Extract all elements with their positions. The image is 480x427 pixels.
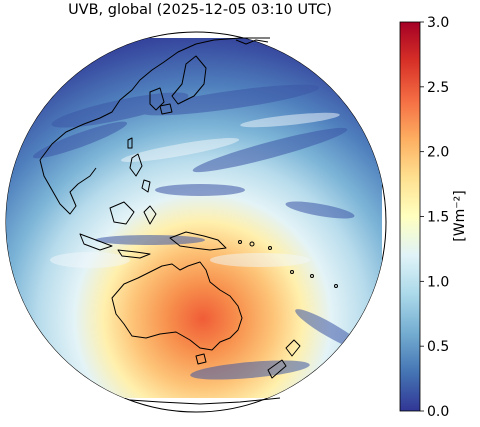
colorbar-tick-label: 2.0 bbox=[427, 145, 449, 161]
colorbar-tick-label: 2.5 bbox=[427, 80, 449, 96]
map-title: UVB, global (2025-12-05 03:10 UTC) bbox=[68, 2, 332, 18]
coastlines bbox=[39, 37, 338, 405]
colorbar-tick-label: 1.0 bbox=[427, 274, 449, 290]
colorbar-ticks: 0.0 0.5 1.0 1.5 2.0 2.5 3.0 bbox=[420, 15, 449, 420]
uv-field bbox=[6, 38, 382, 398]
colorbar-tick-label: 3.0 bbox=[427, 15, 449, 31]
colorbar-label: [Wm⁻²] bbox=[452, 190, 468, 242]
colorbar bbox=[399, 21, 421, 412]
colorbar-tick-label: 0.5 bbox=[427, 339, 449, 355]
colorbar-tick-label: 1.5 bbox=[427, 210, 449, 226]
colorbar-tick-label: 0.0 bbox=[427, 404, 449, 420]
